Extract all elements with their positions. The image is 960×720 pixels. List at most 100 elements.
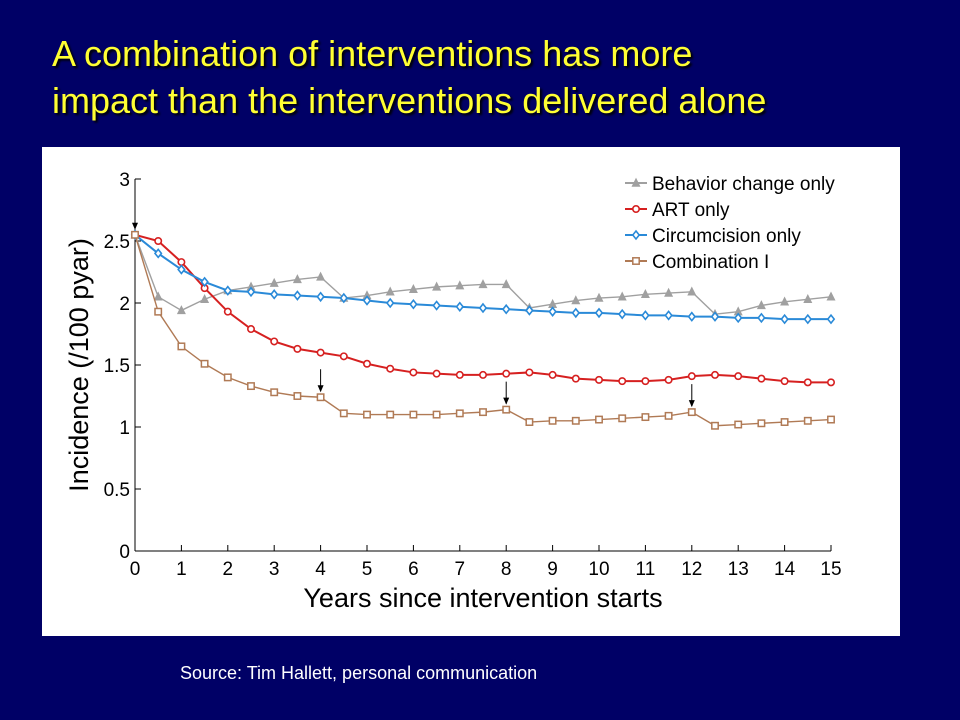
legend-label-circumcision-only: Circumcision only xyxy=(652,226,801,247)
slide-title-line-1: A combination of interventions has more xyxy=(52,33,693,74)
data-point-combination-i xyxy=(548,416,557,425)
x-tick-label: 10 xyxy=(588,559,609,580)
data-point-combination-i xyxy=(803,416,812,425)
data-point-art-only xyxy=(618,377,627,386)
data-point-circumcision-only xyxy=(455,301,465,313)
x-tick-label: 9 xyxy=(547,559,558,580)
data-point-circumcision-only xyxy=(200,276,209,288)
data-point-behavior-change-only xyxy=(200,293,210,303)
data-point-combination-i xyxy=(247,382,255,391)
legend-marker-behavior-change-only xyxy=(631,177,641,187)
data-point-circumcision-only xyxy=(153,248,163,259)
x-tick-label: 15 xyxy=(820,559,841,580)
data-point-combination-i xyxy=(827,415,835,424)
y-tick-label: 1.5 xyxy=(104,356,130,377)
data-point-behavior-change-only xyxy=(803,293,813,303)
data-point-art-only xyxy=(525,368,534,377)
data-point-behavior-change-only xyxy=(664,287,674,297)
data-point-combination-i xyxy=(293,392,302,400)
data-point-behavior-change-only xyxy=(269,277,279,287)
data-point-art-only xyxy=(594,375,603,384)
data-point-art-only xyxy=(687,372,696,381)
data-point-circumcision-only xyxy=(432,300,441,311)
data-point-combination-i xyxy=(502,405,511,414)
legend-marker-art-only xyxy=(631,204,640,213)
y-tick-label: 0 xyxy=(119,542,130,563)
source-caption: Source: Tim Hallett, personal communicat… xyxy=(180,663,538,683)
x-tick-label: 3 xyxy=(269,559,280,580)
data-point-combination-i xyxy=(479,408,487,417)
slide-title: A combination of interventions has more … xyxy=(52,30,932,124)
data-point-behavior-change-only xyxy=(385,286,395,296)
x-tick-label: 0 xyxy=(130,559,141,580)
data-point-art-only xyxy=(247,325,256,334)
data-point-combination-i xyxy=(386,410,395,419)
y-tick-label: 3 xyxy=(119,170,130,191)
data-point-behavior-change-only xyxy=(176,305,186,315)
data-point-art-only xyxy=(478,370,487,379)
data-point-art-only xyxy=(571,374,580,383)
legend-label-combination-i: Combination I xyxy=(652,252,769,273)
x-axis-label: Years since intervention starts xyxy=(303,583,662,613)
data-point-combination-i xyxy=(270,388,279,397)
data-point-combination-i xyxy=(316,393,325,402)
data-point-combination-i xyxy=(455,409,464,418)
data-point-art-only xyxy=(386,364,395,373)
data-point-combination-i xyxy=(432,410,441,419)
data-point-art-only xyxy=(734,372,743,381)
data-point-art-only xyxy=(339,352,348,361)
chart-panel: 0 1 2 3 4 5 6 7 8 9 10 11 12 13 14 15 0 0.5 1 1.5 2 2.5 3 Years… xyxy=(42,147,900,636)
data-point-art-only xyxy=(803,378,812,387)
data-point-circumcision-only xyxy=(594,307,604,319)
x-tick-label: 5 xyxy=(362,559,373,580)
data-point-art-only xyxy=(154,237,163,246)
data-point-art-only xyxy=(826,378,835,387)
x-tick-label: 6 xyxy=(408,559,419,580)
data-point-art-only xyxy=(502,369,511,378)
data-point-circumcision-only xyxy=(525,305,534,316)
data-point-behavior-change-only xyxy=(153,291,163,301)
data-point-circumcision-only xyxy=(409,298,418,310)
data-point-behavior-change-only xyxy=(594,292,604,302)
data-point-circumcision-only xyxy=(246,286,256,298)
data-point-combination-i xyxy=(177,342,186,351)
incidence-line-chart: 0 1 2 3 4 5 6 7 8 9 10 11 12 13 14 1500.511.522.53Years… xyxy=(64,170,842,613)
data-point-behavior-change-only xyxy=(780,296,790,306)
data-point-art-only xyxy=(780,377,789,386)
x-tick-label: 13 xyxy=(728,559,749,580)
data-point-art-only xyxy=(293,344,302,353)
data-point-combination-i xyxy=(711,421,719,430)
data-point-behavior-change-only xyxy=(640,289,650,299)
data-point-behavior-change-only xyxy=(432,281,442,291)
data-point-art-only xyxy=(455,370,464,379)
data-point-art-only xyxy=(223,307,232,316)
data-point-circumcision-only xyxy=(548,306,557,317)
data-point-circumcision-only xyxy=(617,308,627,320)
data-point-art-only xyxy=(641,377,650,386)
data-point-behavior-change-only xyxy=(571,295,581,305)
data-point-circumcision-only xyxy=(664,310,673,321)
data-point-art-only xyxy=(710,370,719,379)
x-tick-label: 14 xyxy=(774,559,796,580)
data-point-behavior-change-only xyxy=(316,271,326,281)
slide-title-line-2: impact than the interventions delivered … xyxy=(52,80,767,121)
legend-label-art-only: ART only xyxy=(652,200,730,221)
data-point-circumcision-only xyxy=(339,292,349,304)
data-point-combination-i xyxy=(131,230,139,239)
y-tick-label: 2 xyxy=(119,294,130,315)
data-point-behavior-change-only xyxy=(617,291,627,301)
data-point-art-only xyxy=(270,337,279,346)
legend-marker-combination-i xyxy=(632,257,640,265)
data-point-behavior-change-only xyxy=(292,274,302,284)
data-point-art-only xyxy=(432,369,441,378)
data-point-art-only xyxy=(409,368,418,377)
data-point-behavior-change-only xyxy=(501,279,511,289)
data-point-behavior-change-only xyxy=(826,291,836,301)
data-point-circumcision-only xyxy=(316,291,325,303)
y-axis-label: Incidence (/100 pyar) xyxy=(64,238,94,492)
data-point-circumcision-only xyxy=(641,310,650,321)
data-point-circumcision-only xyxy=(571,307,581,319)
data-point-combination-i xyxy=(154,307,163,316)
data-point-combination-i xyxy=(618,414,627,423)
data-point-combination-i xyxy=(595,415,603,424)
